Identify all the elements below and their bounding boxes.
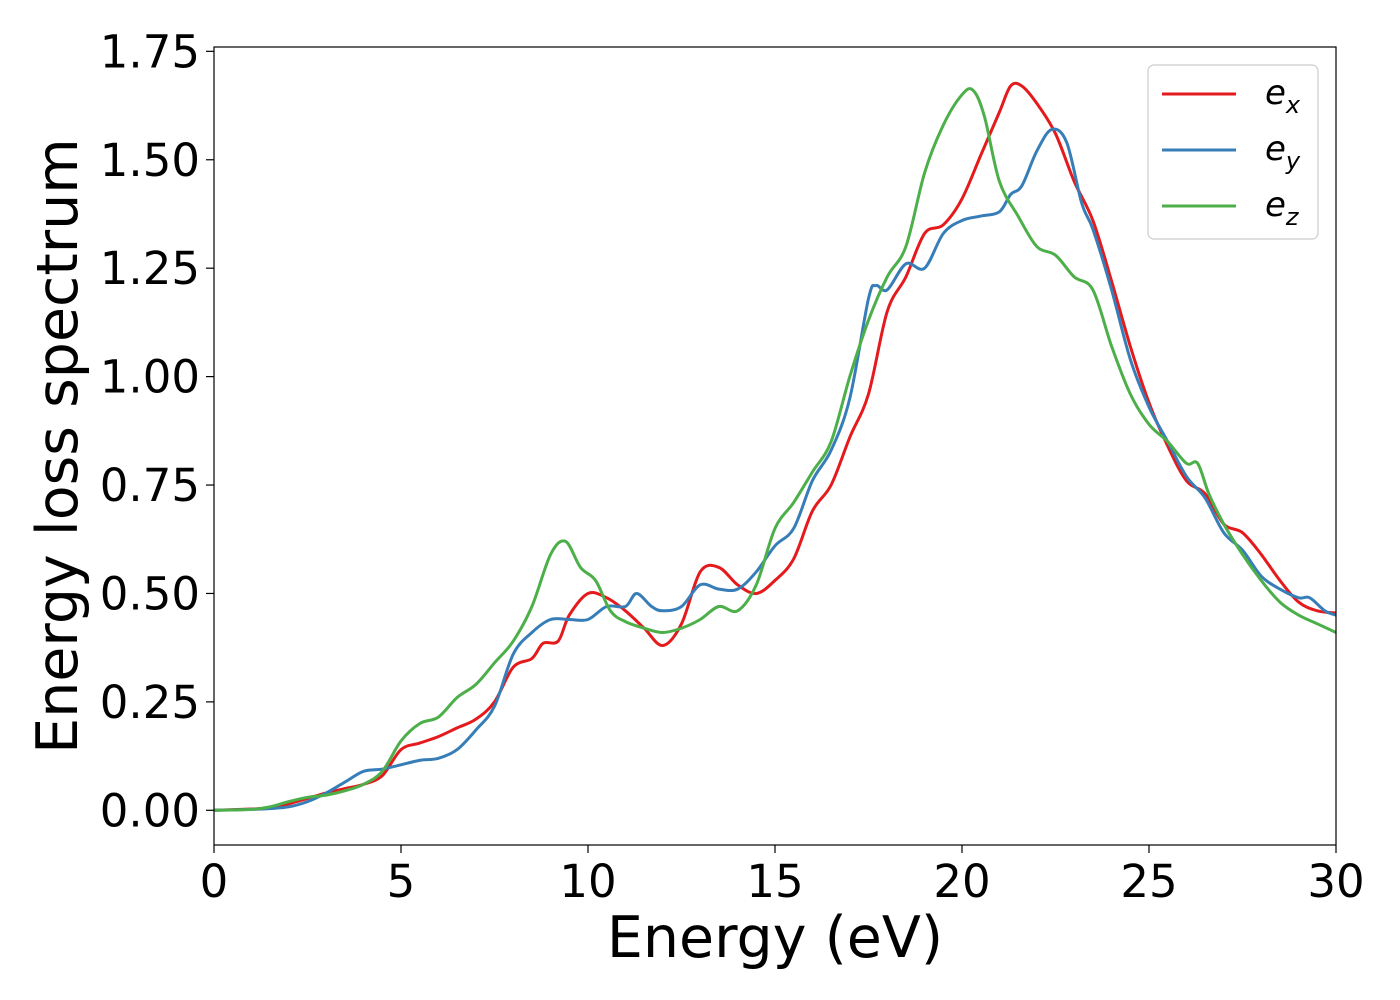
- legend-label-subscript: x: [1285, 91, 1301, 119]
- x-tick-label: 25: [1120, 855, 1177, 908]
- x-axis-ticks: 0 5 10 15 20 25 30: [200, 845, 1365, 908]
- x-tick-label: 10: [559, 855, 616, 908]
- y-tick-label: 1.75: [100, 25, 200, 78]
- series-line-e_x: [214, 81, 1336, 812]
- x-tick-label: 30: [1307, 855, 1364, 908]
- x-axis-label: Energy (eV): [607, 905, 943, 971]
- x-tick-label: 15: [746, 855, 803, 908]
- legend-label-subscript: y: [1285, 147, 1301, 175]
- y-axis-label: Energy loss spectrum: [25, 138, 91, 754]
- y-tick-label: 0.25: [100, 676, 200, 729]
- series-line-e_z: [214, 87, 1336, 812]
- legend-label-subscript: z: [1285, 203, 1300, 231]
- y-axis-ticks: 0.00 0.25 0.50 0.75 1.00 1.25 1.50 1.75: [100, 25, 214, 837]
- x-tick-label: 5: [387, 855, 416, 908]
- legend-label-base: e: [1265, 73, 1286, 113]
- legend-box: [1147, 64, 1319, 240]
- y-tick-label: 1.50: [100, 134, 200, 187]
- y-tick-label: 0.50: [100, 567, 200, 620]
- plot-lines: [214, 81, 1336, 812]
- legend-label-e_y: ey: [1265, 129, 1301, 175]
- y-tick-label: 0.75: [100, 459, 200, 512]
- y-tick-label: 1.00: [100, 351, 200, 404]
- y-tick-label: 1.25: [100, 242, 200, 295]
- series-line-e_y: [214, 127, 1336, 812]
- legend-label-base: e: [1265, 129, 1286, 169]
- y-tick-label: 0.00: [100, 784, 200, 837]
- legend-label-e_z: ez: [1265, 185, 1300, 231]
- legend-label-base: e: [1265, 185, 1286, 225]
- x-tick-label: 0: [200, 855, 229, 908]
- legend-label-e_x: ex: [1265, 73, 1301, 119]
- x-tick-label: 20: [933, 855, 990, 908]
